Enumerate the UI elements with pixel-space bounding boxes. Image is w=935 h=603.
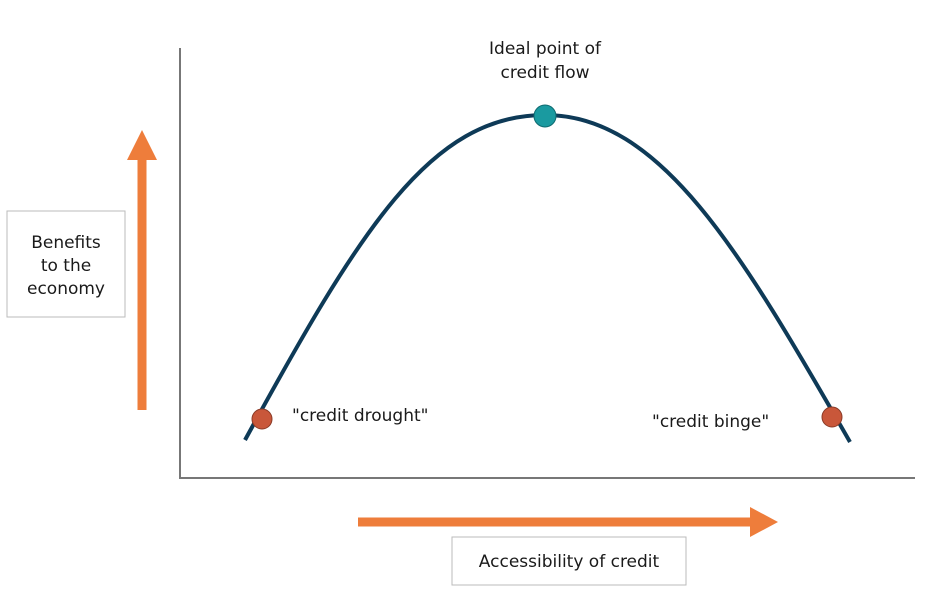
y-arrow-head [127, 130, 157, 160]
y-axis-label: economy [27, 279, 105, 299]
peak-label: Ideal point of [489, 39, 602, 59]
drought-point [251, 408, 273, 430]
ideal-point [533, 104, 557, 128]
binge-point [821, 406, 843, 428]
y-axis-label: Benefits [31, 233, 101, 253]
x-axis-label: Accessibility of credit [479, 552, 660, 572]
y-label-box [6, 210, 126, 318]
binge-label: "credit binge" [652, 412, 769, 432]
x-arrow-head [750, 507, 778, 537]
x-label-box [451, 536, 687, 586]
y-axis-label: to the [41, 256, 91, 276]
curve [243, 112, 852, 443]
peak-label: credit flow [500, 63, 589, 83]
drought-label: "credit drought" [292, 406, 428, 426]
